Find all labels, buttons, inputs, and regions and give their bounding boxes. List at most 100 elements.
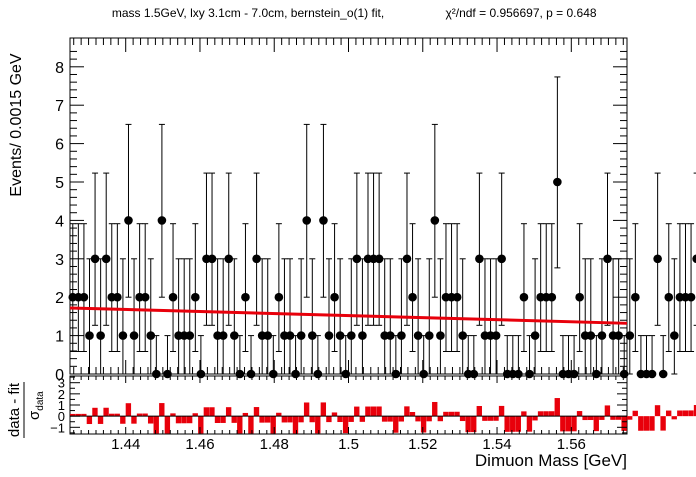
residual-bar — [292, 416, 299, 434]
residual-bar — [97, 416, 104, 424]
y-tick-label: 6 — [55, 137, 64, 154]
residual-bar — [404, 406, 410, 417]
residual-bar — [376, 406, 382, 417]
residual-bar — [593, 416, 599, 432]
residual-bar — [270, 416, 276, 434]
residual-bar — [75, 413, 81, 417]
data-point — [408, 292, 417, 302]
data-point — [358, 331, 367, 340]
residual-bar — [526, 416, 533, 432]
residual-x-axis: 1.44 1.46 1.48 1.5 1.52 1.54 1.56 — [73, 376, 624, 453]
data-point — [475, 254, 484, 264]
residual-bar — [543, 411, 549, 417]
residual-bar — [220, 416, 226, 423]
y-tick-label: 2 — [55, 290, 64, 307]
residual-bar — [638, 416, 644, 431]
residual-bar — [660, 416, 666, 431]
data-point — [218, 331, 228, 340]
data-point — [597, 331, 607, 340]
residual-bar — [409, 412, 416, 417]
data-point — [346, 331, 356, 340]
residual-bar — [276, 412, 282, 417]
data-point — [458, 331, 467, 340]
residual-bar — [242, 412, 249, 417]
data-point — [374, 254, 384, 264]
residual-bar — [504, 416, 510, 432]
residual-bar — [281, 416, 288, 423]
x-tick-label: 1.54 — [482, 436, 511, 453]
data-point — [625, 331, 635, 340]
residual-bar — [315, 416, 321, 434]
residual-ylabel-sub: data — [35, 391, 46, 411]
residual-bar — [198, 416, 204, 434]
data-point — [313, 369, 323, 379]
residual-bar — [649, 416, 655, 431]
data-point — [330, 292, 339, 302]
chart-title-stats: χ²/ndf = 0.956697, p = 0.648 — [445, 6, 596, 20]
residual-bar — [253, 407, 260, 417]
residual-bar — [125, 403, 132, 417]
res-y-tick-label: 1 — [58, 398, 65, 413]
main-frame — [69, 37, 628, 375]
data-point — [469, 369, 479, 379]
data-point — [157, 216, 167, 225]
data-point — [519, 292, 529, 302]
x-tick-label: 1.48 — [260, 436, 289, 453]
residual-bar — [610, 416, 616, 420]
residual-bar — [398, 416, 404, 422]
x-tick-label: 1.46 — [185, 436, 214, 453]
residual-ylabel-bottom: σdata — [26, 391, 46, 420]
residual-bar — [571, 416, 577, 432]
residual-bar — [114, 413, 120, 417]
data-point — [285, 331, 295, 340]
data-point — [631, 292, 640, 302]
res-y-tick-label: −1 — [50, 420, 65, 435]
residual-bar — [326, 416, 332, 423]
residual-bar — [615, 416, 622, 420]
residual-bar — [159, 403, 165, 417]
residual-bar — [549, 411, 555, 417]
residual-bar — [632, 410, 638, 417]
data-point — [224, 254, 234, 264]
residual-bar — [370, 406, 377, 417]
fit-curve — [69, 306, 628, 325]
data-point — [419, 369, 428, 379]
data-point — [96, 331, 105, 340]
data-point — [653, 254, 662, 264]
data-point — [413, 331, 423, 340]
data-point — [146, 331, 156, 340]
residual-bar — [248, 416, 254, 434]
residual-bar — [459, 416, 466, 422]
data-point — [185, 331, 195, 340]
data-point — [140, 292, 150, 302]
data-point — [118, 331, 128, 340]
data-point — [168, 292, 178, 302]
data-point — [79, 292, 89, 302]
residual-bar — [599, 416, 605, 420]
residual-bar — [654, 405, 661, 417]
residual-bar — [393, 416, 399, 433]
data-point — [129, 331, 139, 340]
data-point — [324, 331, 334, 340]
residual-bar — [303, 402, 310, 417]
data-point — [452, 292, 462, 302]
residual-bar — [560, 416, 566, 432]
residual-bar — [142, 413, 148, 417]
residual-ylabel-top: data - fit — [6, 382, 23, 437]
residual-bar — [175, 416, 182, 424]
residual-bar — [465, 416, 471, 433]
residual-bar — [471, 416, 477, 433]
res-y-tick-label: 0 — [58, 409, 65, 424]
data-point — [230, 331, 239, 340]
y-tick-label: 3 — [55, 252, 64, 269]
residual-bar — [365, 406, 371, 417]
res-y-tick-label: 3 — [58, 376, 65, 391]
data-point — [430, 216, 440, 225]
residual-bar — [108, 413, 115, 417]
data-point — [291, 369, 300, 379]
residual-bar — [259, 416, 265, 423]
residual-bar — [181, 416, 187, 424]
data-point — [514, 369, 523, 379]
